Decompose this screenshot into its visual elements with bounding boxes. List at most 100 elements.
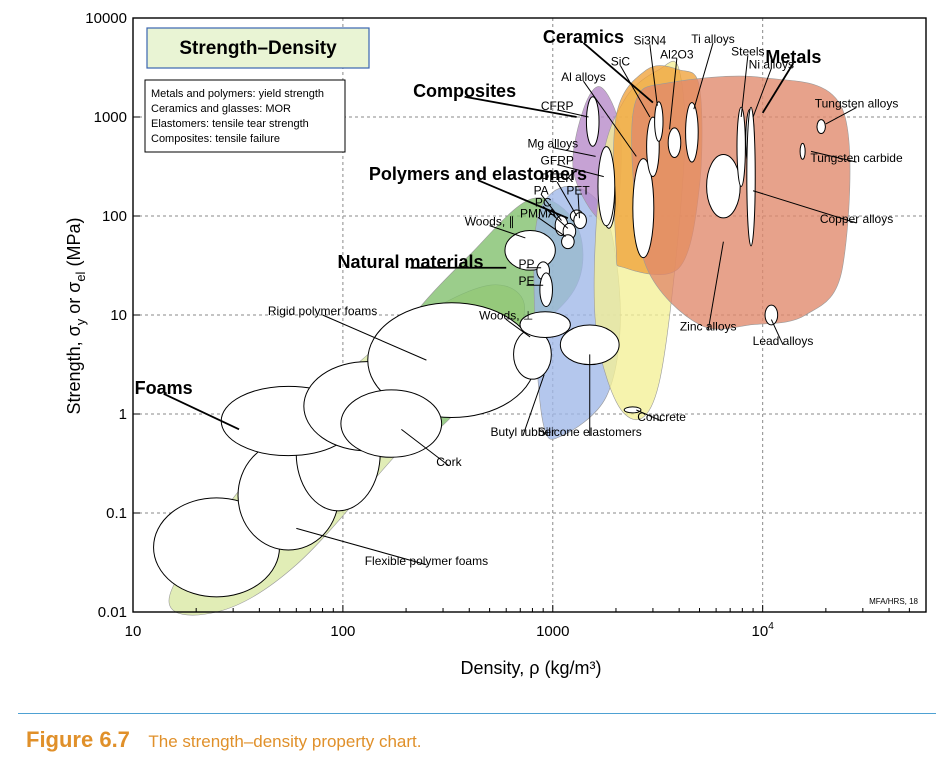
label-composites: Composites: [413, 81, 516, 101]
label-pa: PA: [534, 183, 549, 197]
label-tungsten-carbide: Tungsten carbide: [810, 151, 903, 165]
label-pmma: PMMA: [520, 206, 556, 220]
figure-caption: Figure 6.7 The strength–density property…: [26, 727, 421, 753]
bubble-copper-alloys: [746, 106, 756, 247]
x-tick-label: 1000: [536, 623, 569, 640]
leader-steels: [740, 55, 749, 118]
leader-mg-alloys: [552, 147, 596, 157]
tick-labels: 10 100 1000 104 0.01 0.1 1 10 100 1000 10000: [85, 10, 774, 640]
leader-foams: [163, 392, 240, 431]
bubble-ti-alloys: [685, 102, 699, 163]
label-butyl-rubber: Butyl rubber: [490, 425, 555, 439]
y-tick-label: 100: [102, 208, 127, 225]
bubble-butyl-rubber: [519, 311, 571, 338]
leader-polymers-and-elastomers: [477, 179, 569, 220]
chart-axes: [132, 17, 927, 613]
annotation-leader-lines: [163, 42, 857, 566]
annotation-labels: Foams Natural materials Polymers and elast…: [135, 27, 903, 568]
label-rigid-polymer-foams: Rigid polymer foams: [268, 304, 377, 318]
label-woods: Woods, ⊥: [479, 309, 533, 323]
label-gfrp: GFRP: [541, 154, 574, 168]
bubble-lead-alloys: [764, 304, 779, 326]
label-tungsten-alloys: Tungsten alloys: [815, 96, 899, 110]
leader-lead-alloys: [770, 319, 784, 346]
label-silicone-elastomers: Silicone elastomers: [538, 425, 642, 439]
leader-tungsten-alloys: [825, 106, 857, 125]
note-line-4: Composites: tensile failure: [151, 133, 280, 145]
label-si3n4: Si3N4: [633, 33, 666, 47]
chart-title: Strength–Density: [179, 38, 337, 59]
bubble-zinc-alloys: [706, 154, 741, 219]
leader-cork: [401, 428, 450, 467]
label-peek: PEEK: [541, 171, 573, 185]
figure-caption-text: The strength–density property chart.: [148, 732, 422, 751]
label-sic: SiC: [611, 55, 631, 69]
leader-ti-alloys: [693, 42, 714, 110]
label-mg-alloys: Mg alloys: [527, 137, 578, 151]
leader-woods: [489, 225, 526, 239]
leader-pmma: [537, 216, 566, 237]
label-metals: Metals: [765, 47, 821, 67]
bubble-al2o3: [667, 127, 682, 159]
leader-butyl-rubber: [522, 374, 545, 437]
x-tick-label: 10: [125, 623, 142, 640]
label-pet: PET: [566, 183, 590, 197]
leader-copper-alloys: [752, 190, 857, 224]
y-tick-label: 10000: [85, 10, 127, 27]
leader-si3n4: [649, 44, 658, 106]
leader-cfrp: [557, 109, 589, 118]
chart-credit: MFA/HRS, 18: [869, 597, 918, 606]
leader-ceramics: [582, 42, 654, 104]
label-cork: Cork: [436, 455, 462, 469]
figure-number: Figure 6.7: [26, 727, 130, 752]
y-tick-label: 0.1: [106, 505, 127, 522]
label-cfrp: CFRP: [541, 99, 574, 113]
bubble-si3n4: [654, 101, 664, 142]
note-line-2: Ceramics and glasses: MOR: [151, 103, 291, 115]
bubble-al-alloys: [632, 158, 655, 259]
y-tick-label: 1000: [94, 109, 127, 126]
label-ti-alloys: Ti alloys: [691, 32, 735, 46]
label-al2o3: Al2O3: [660, 47, 694, 61]
leader-gfrp: [557, 164, 604, 178]
leader-ni-alloys: [752, 68, 772, 118]
leader-metals: [761, 62, 795, 114]
chart-title-box: Strength–Density: [146, 27, 370, 69]
note-line-1: Metals and polymers: yield strength: [151, 88, 324, 100]
bubble-tungsten-carbide: [799, 142, 806, 160]
bubble-pe: [539, 272, 553, 308]
caption-divider: [18, 713, 936, 714]
leader-rigid-polymer-foams: [322, 314, 427, 361]
y-axis-title: Strength, σy or σel (MPa): [64, 218, 88, 415]
label-ni-alloys: Ni alloys: [749, 57, 794, 71]
leader-pa: [540, 194, 562, 221]
bubble-pet: [573, 212, 587, 229]
label-concrete: Concrete: [637, 410, 686, 424]
bubble-cfrp: [585, 96, 600, 147]
label-natural-materials: Natural materials: [337, 252, 483, 272]
label-pp: PP: [519, 257, 535, 271]
leader-composites: [464, 95, 577, 118]
label-polymers-and-elastomers: Polymers and elastomers: [369, 164, 587, 184]
leader-sic: [619, 65, 651, 118]
bubble-pmma: [561, 234, 575, 250]
notes-box: Metals and polymers: yield strength Cera…: [144, 79, 346, 153]
leader-peek: [556, 181, 578, 217]
label-pc: PC: [535, 195, 552, 209]
label-copper-alloys: Copper alloys: [820, 212, 893, 226]
leader-flexible-polymer-foams: [296, 527, 427, 566]
leader-al-alloys: [583, 80, 637, 157]
bubble-cork: [340, 389, 443, 458]
leader-tungsten-carbide: [810, 150, 857, 163]
bubble-mg-alloys: [597, 146, 616, 227]
label-steels: Steels: [731, 44, 764, 58]
label-ceramics: Ceramics: [543, 27, 624, 47]
y-tick-label: 1: [119, 406, 127, 423]
strength-density-chart: Foams Natural materials Polymers and elast…: [64, 10, 927, 678]
label-foams: Foams: [135, 378, 193, 398]
label-zinc-alloys: Zinc alloys: [680, 319, 737, 333]
leader-al2o3: [669, 58, 678, 130]
bubble-tungsten-alloys: [816, 119, 826, 135]
label-al-alloys: Al alloys: [561, 70, 606, 84]
y-tick-label: 0.01: [98, 604, 127, 621]
